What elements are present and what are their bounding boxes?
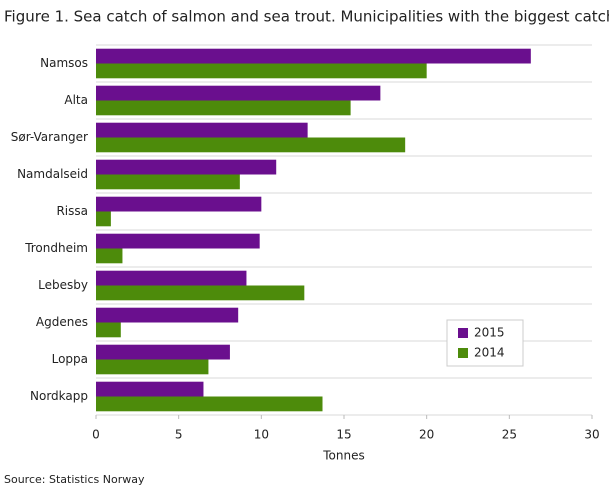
legend-label: 2014 xyxy=(474,346,505,360)
bar xyxy=(96,248,123,264)
y-tick-label: Sør-Varanger xyxy=(11,130,88,144)
y-tick-label: Namdalseid xyxy=(17,167,88,181)
bar xyxy=(96,359,209,375)
bar xyxy=(96,137,406,153)
x-axis-label: Tonnes xyxy=(322,449,364,463)
x-tick-label: 10 xyxy=(254,428,269,442)
x-tick-label: 20 xyxy=(419,428,434,442)
y-tick-label: Alta xyxy=(64,93,88,107)
bar xyxy=(96,63,427,79)
x-tick-label: 30 xyxy=(584,428,599,442)
y-tick-label: Agdenes xyxy=(36,315,88,329)
legend-swatch xyxy=(458,348,468,358)
bar xyxy=(96,122,308,138)
x-tick-label: 25 xyxy=(502,428,517,442)
x-tick-label: 5 xyxy=(175,428,183,442)
legend-box xyxy=(446,319,524,367)
bar xyxy=(96,196,262,212)
chart-title: Figure 1. Sea catch of salmon and sea tr… xyxy=(4,8,609,26)
bar xyxy=(96,48,531,64)
bar xyxy=(96,174,240,190)
bar xyxy=(96,285,305,301)
x-tick-label: 15 xyxy=(336,428,351,442)
bar xyxy=(96,100,351,116)
bar xyxy=(96,159,277,175)
bar xyxy=(96,307,239,323)
y-tick-label: Trondheim xyxy=(24,241,88,255)
bar xyxy=(96,233,260,249)
legend-label: 2015 xyxy=(474,326,505,340)
bar xyxy=(96,344,230,360)
y-tick-label: Loppa xyxy=(52,352,88,366)
bar xyxy=(96,211,111,227)
y-tick-label: Rissa xyxy=(56,204,88,218)
x-tick-label: 0 xyxy=(92,428,100,442)
y-tick-label: Lebesby xyxy=(38,278,88,292)
bar xyxy=(96,85,381,101)
bar xyxy=(96,322,121,338)
bar xyxy=(96,396,323,412)
legend-swatch xyxy=(458,328,468,338)
source: Source: Statistics Norway xyxy=(4,473,145,486)
bar xyxy=(96,381,204,397)
y-tick-label: Nordkapp xyxy=(30,389,88,403)
bar xyxy=(96,270,247,286)
y-tick-label: Namsos xyxy=(40,56,88,70)
